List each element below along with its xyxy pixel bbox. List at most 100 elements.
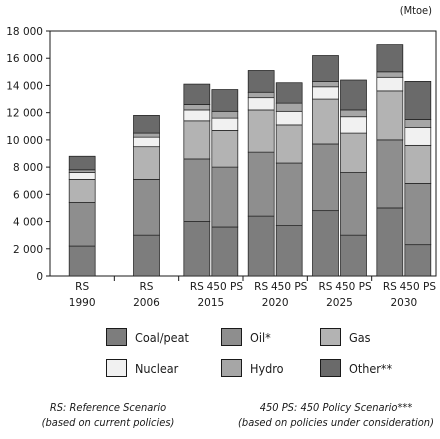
- bar-segment: [340, 132, 367, 173]
- x-scenario-label: RS: [383, 281, 397, 293]
- y-tick-label: 10 000: [6, 135, 43, 147]
- x-scenario-label: RS: [190, 281, 204, 293]
- x-scenario-label: RS: [254, 281, 268, 293]
- bar-segment: [275, 124, 303, 164]
- bar-segment: [183, 109, 211, 122]
- note-ps: 450 PS: 450 Policy Scenario*** (based on…: [236, 400, 436, 430]
- bar-segment: [133, 146, 160, 180]
- bar-segment: [312, 81, 339, 88]
- legend-item-coal: Coal/peat: [106, 328, 189, 346]
- note-ps-line2: (based on policies under consideration): [238, 416, 434, 429]
- bar-segment: [340, 79, 367, 111]
- legend-swatch-coal: [106, 328, 127, 346]
- bar-segment: [376, 207, 404, 277]
- bar-segment: [275, 110, 303, 126]
- bar-segment: [133, 234, 160, 277]
- bar-segment: [211, 110, 239, 119]
- bar-segment: [183, 158, 211, 222]
- bar-segment: [183, 104, 211, 111]
- bar-segment: [183, 83, 211, 105]
- y-tick-label: 2 000: [13, 244, 43, 256]
- bar-segment: [404, 144, 432, 184]
- bar-segment: [247, 97, 275, 111]
- y-tick-label: 0: [36, 271, 43, 283]
- legend-item-oil: Oil*: [221, 328, 271, 346]
- bar-segment: [247, 109, 275, 153]
- x-scenario-label: 450 PS: [335, 281, 372, 293]
- y-tick-label: 16 000: [6, 53, 43, 65]
- legend-item-nuclear: Nuclear: [106, 359, 178, 377]
- unit-label: (Mtoe): [399, 4, 432, 17]
- note-ps-line1: 450 PS: 450 Policy Scenario***: [259, 401, 413, 414]
- bar-segment: [340, 109, 367, 118]
- bar-segment: [211, 166, 239, 228]
- bar-segment: [275, 225, 303, 277]
- bar-segment: [247, 151, 275, 217]
- bar-segment: [68, 202, 96, 247]
- x-year-label: 1990: [69, 297, 96, 309]
- bar-segment: [340, 116, 367, 134]
- bar-segment: [340, 172, 367, 236]
- legend-item-hydro: Hydro: [221, 359, 283, 377]
- bar-segment: [404, 119, 432, 128]
- y-tick-label: 12 000: [6, 108, 43, 120]
- x-year-label: 2020: [262, 297, 289, 309]
- bar-segment: [376, 44, 404, 73]
- bar-segment: [312, 55, 339, 82]
- bar-segment: [133, 115, 160, 134]
- y-tick-label: 4 000: [13, 217, 43, 229]
- bar-segment: [312, 143, 339, 212]
- bar-segment: [376, 139, 404, 209]
- legend-swatch-other: [320, 359, 341, 377]
- bar-segment: [68, 169, 96, 173]
- x-scenario-label: 450 PS: [400, 281, 437, 293]
- bar-segment: [68, 179, 96, 203]
- bar-segment: [183, 221, 211, 277]
- legend-label-hydro: Hydro: [250, 360, 284, 376]
- bar-segment: [404, 244, 432, 277]
- bar-segment: [312, 86, 339, 100]
- bar-segment: [68, 172, 96, 180]
- note-rs: RS: Reference Scenario (based on current…: [28, 400, 188, 430]
- x-scenario-label: 450 PS: [207, 281, 244, 293]
- bar-segment: [376, 90, 404, 141]
- y-tick-label: 14 000: [6, 80, 43, 92]
- note-rs-line1: RS: Reference Scenario: [49, 401, 167, 414]
- legend-item-other: Other**: [320, 359, 392, 377]
- legend-item-gas: Gas: [320, 328, 370, 346]
- legend-swatch-hydro: [221, 359, 242, 377]
- bar-segment: [211, 117, 239, 131]
- y-tick-label: 8 000: [13, 162, 43, 174]
- bar-segment: [340, 234, 367, 277]
- bar-segment: [404, 127, 432, 146]
- bar-segment: [312, 98, 339, 145]
- x-year-label: 2025: [326, 297, 353, 309]
- legend-label-oil: Oil*: [250, 329, 271, 345]
- x-scenario-label: RS: [75, 281, 89, 293]
- legend-label-other: Other**: [349, 360, 393, 376]
- x-scenario-label: 450 PS: [271, 281, 308, 293]
- bar-segment: [183, 120, 211, 160]
- y-tick-label: 6 000: [13, 189, 43, 201]
- bar-segment: [376, 71, 404, 78]
- bar-segment: [211, 130, 239, 168]
- bar-segment: [133, 136, 160, 148]
- stacked-bar-chart: 0 2 000 4 000 6 000 8 000 10 000 12 000 14 000 1…: [6, 26, 437, 309]
- bar-segment: [133, 132, 160, 138]
- bar-segment: [404, 183, 432, 246]
- bar-segment: [133, 179, 160, 236]
- y-tick-label: 18 000: [6, 26, 43, 38]
- bar-segment: [68, 155, 96, 171]
- legend-swatch-nuclear: [106, 359, 127, 377]
- bar-segment: [376, 76, 404, 92]
- x-year-label: 2030: [390, 297, 417, 309]
- bar-segment: [275, 82, 303, 104]
- legend-label-gas: Gas: [349, 329, 371, 345]
- bar-segment: [247, 70, 275, 93]
- x-year-label: 2015: [197, 297, 224, 309]
- bar-segment: [211, 89, 239, 112]
- x-scenario-label: RS: [140, 281, 154, 293]
- bar-segment: [247, 91, 275, 99]
- legend-swatch-gas: [320, 328, 341, 346]
- bar-segment: [68, 245, 96, 277]
